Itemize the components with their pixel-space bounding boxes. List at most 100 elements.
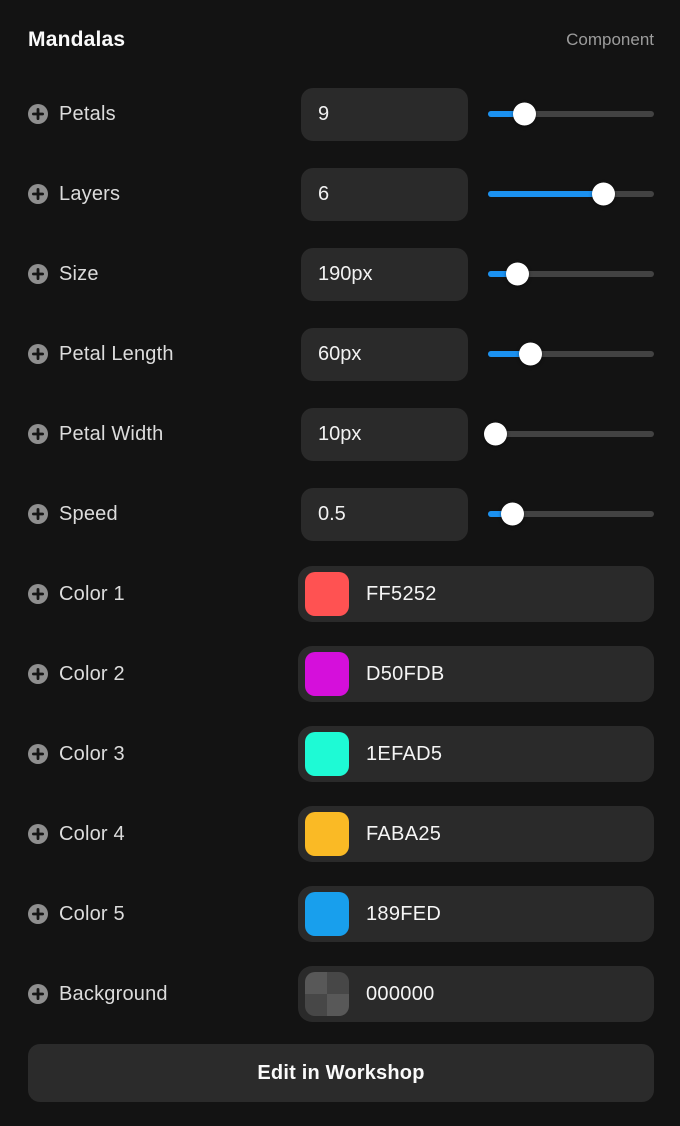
slider-fill: [488, 262, 529, 286]
param-row-layers: Layers: [28, 154, 654, 234]
param-row-speed: Speed: [28, 474, 654, 554]
plus-circle-icon[interactable]: [28, 904, 48, 924]
slider-thumb[interactable]: [484, 422, 508, 446]
slider-fill: [488, 182, 616, 206]
petal-width-input[interactable]: [301, 407, 468, 461]
param-label: Background: [59, 982, 168, 1005]
color-row-5: Color 5 189FED: [28, 874, 654, 954]
color-2-field[interactable]: D50FDB: [298, 646, 654, 702]
param-label: Speed: [59, 502, 118, 525]
param-row-petal-width: Petal Width: [28, 394, 654, 474]
param-row-petals: Petals: [28, 74, 654, 154]
plus-circle-icon[interactable]: [28, 984, 48, 1004]
color-5-field[interactable]: 189FED: [298, 886, 654, 942]
slider-track[interactable]: [488, 182, 654, 206]
size-slider[interactable]: [488, 262, 654, 286]
param-label-group: Color 1: [28, 583, 278, 606]
page-title: Mandalas: [28, 28, 126, 51]
edit-in-workshop-button[interactable]: Edit in Workshop: [28, 1044, 654, 1102]
slider-thumb[interactable]: [592, 182, 616, 206]
plus-circle-icon[interactable]: [28, 264, 48, 284]
param-label: Layers: [59, 182, 121, 205]
plus-circle-icon[interactable]: [28, 664, 48, 684]
param-label-group: Color 3: [28, 743, 278, 766]
param-label-group: Petal Length: [28, 343, 281, 366]
component-badge: Component: [566, 30, 654, 49]
petals-input[interactable]: [301, 87, 468, 141]
param-label: Color 5: [59, 902, 125, 925]
slider-fill: [484, 422, 508, 446]
color-1-hex: FF5252: [366, 582, 437, 605]
param-label-group: Petals: [28, 103, 281, 126]
plus-circle-icon[interactable]: [28, 184, 48, 204]
color-3-hex: 1EFAD5: [366, 742, 443, 765]
slider-track[interactable]: [488, 502, 654, 526]
slider-track[interactable]: [488, 262, 654, 286]
slider-thumb[interactable]: [512, 102, 536, 126]
color-2-swatch[interactable]: [305, 652, 349, 696]
slider-track[interactable]: [484, 422, 654, 446]
petal-length-input[interactable]: [301, 327, 468, 381]
param-label-group: Speed: [28, 503, 281, 526]
petal-width-slider[interactable]: [484, 422, 654, 446]
plus-circle-icon[interactable]: [28, 344, 48, 364]
speed-input[interactable]: [301, 487, 468, 541]
param-label: Size: [59, 262, 99, 285]
color-4-swatch[interactable]: [305, 812, 349, 856]
param-row-petal-length: Petal Length: [28, 314, 654, 394]
param-label: Color 4: [59, 822, 125, 845]
panel-footer: Edit in Workshop: [28, 1044, 654, 1102]
param-label-group: Size: [28, 263, 281, 286]
layers-input[interactable]: [301, 167, 468, 221]
color-5-swatch[interactable]: [305, 892, 349, 936]
param-label-group: Petal Width: [28, 423, 281, 446]
color-row-1: Color 1 FF5252: [28, 554, 654, 634]
layers-slider[interactable]: [488, 182, 654, 206]
plus-circle-icon[interactable]: [28, 424, 48, 444]
param-label: Petal Length: [59, 342, 174, 365]
color-3-field[interactable]: 1EFAD5: [298, 726, 654, 782]
slider-track[interactable]: [488, 342, 654, 366]
param-label: Color 3: [59, 742, 125, 765]
slider-thumb[interactable]: [519, 342, 543, 366]
color-row-2: Color 2 D50FDB: [28, 634, 654, 714]
color-row-3: Color 3 1EFAD5: [28, 714, 654, 794]
slider-thumb[interactable]: [500, 502, 524, 526]
color-2-hex: D50FDB: [366, 662, 445, 685]
parameter-rows: Petals Layers: [28, 74, 654, 1034]
plus-circle-icon[interactable]: [28, 504, 48, 524]
slider-thumb[interactable]: [505, 262, 529, 286]
param-label: Color 1: [59, 582, 125, 605]
param-label-group: Layers: [28, 183, 281, 206]
param-row-size: Size: [28, 234, 654, 314]
plus-circle-icon[interactable]: [28, 744, 48, 764]
slider-fill: [488, 502, 524, 526]
param-label-group: Color 2: [28, 663, 278, 686]
color-4-hex: FABA25: [366, 822, 442, 845]
param-label-group: Color 4: [28, 823, 278, 846]
color-1-field[interactable]: FF5252: [298, 566, 654, 622]
param-label-group: Color 5: [28, 903, 278, 926]
background-swatch[interactable]: [305, 972, 349, 1016]
slider-fill: [488, 102, 536, 126]
plus-circle-icon[interactable]: [28, 584, 48, 604]
param-label: Petal Width: [59, 422, 164, 445]
slider-track[interactable]: [488, 102, 654, 126]
background-hex: 000000: [366, 982, 435, 1005]
param-label: Color 2: [59, 662, 125, 685]
background-color-row: Background 000000: [28, 954, 654, 1034]
plus-circle-icon[interactable]: [28, 824, 48, 844]
speed-slider[interactable]: [488, 502, 654, 526]
background-color-field[interactable]: 000000: [298, 966, 654, 1022]
petal-length-slider[interactable]: [488, 342, 654, 366]
color-1-swatch[interactable]: [305, 572, 349, 616]
color-4-field[interactable]: FABA25: [298, 806, 654, 862]
petals-slider[interactable]: [488, 102, 654, 126]
param-label-group: Background: [28, 983, 278, 1006]
plus-circle-icon[interactable]: [28, 104, 48, 124]
param-label: Petals: [59, 102, 116, 125]
color-3-swatch[interactable]: [305, 732, 349, 776]
size-input[interactable]: [301, 247, 468, 301]
color-row-4: Color 4 FABA25: [28, 794, 654, 874]
